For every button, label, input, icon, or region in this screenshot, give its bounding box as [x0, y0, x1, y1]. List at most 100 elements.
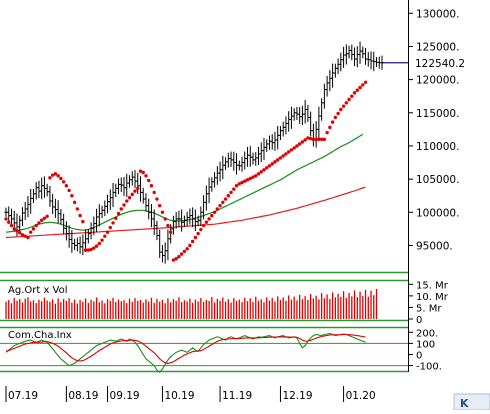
sar-dot	[42, 216, 47, 220]
sar-dot	[218, 203, 222, 208]
sar-dot	[295, 144, 299, 148]
sar-dot	[363, 80, 368, 84]
sar-dot	[119, 207, 123, 211]
sar-dot	[215, 207, 220, 211]
sar-dot	[144, 174, 148, 178]
cci-signal-line	[5, 333, 366, 364]
cci-line	[5, 332, 366, 373]
sar-dot	[185, 247, 189, 251]
sar-dot	[168, 230, 173, 234]
axis-layer: 130000. 125000. 120000. 115000. 110000. 10500…	[5, 8, 459, 402]
last-price-label: 122540.2	[415, 58, 465, 70]
sar-dot	[20, 233, 25, 237]
sar-dot	[7, 220, 11, 224]
sar-dot	[92, 246, 96, 250]
sar-dot	[243, 179, 247, 183]
sar-dot	[122, 203, 126, 207]
corner-logo[interactable]: K	[453, 393, 490, 411]
sar-dot	[276, 158, 280, 162]
sar-dot	[37, 221, 41, 225]
sar-dot	[350, 94, 354, 98]
sar-dot	[15, 229, 19, 233]
sar-dot	[149, 184, 154, 188]
price-y-tick-label: 100000.	[416, 207, 459, 219]
cci-y-tick-label: 100	[416, 339, 435, 350]
sar-dot	[163, 217, 167, 221]
sar-dot	[97, 241, 102, 246]
sar-dot	[190, 239, 195, 244]
price-y-tick-label: 125000.	[416, 41, 459, 53]
sar-dot	[339, 107, 343, 112]
sar-dot	[292, 146, 296, 150]
sar-dot	[325, 130, 329, 135]
sar-dot	[232, 187, 236, 191]
sar-dot	[267, 164, 272, 168]
sar-dot	[75, 207, 80, 211]
sar-dot	[179, 252, 184, 256]
price-y-tick-label: 115000.	[416, 108, 459, 120]
sar-dot	[133, 189, 137, 193]
sar-dot	[254, 174, 258, 178]
x-tick-label: 01.20	[346, 390, 376, 402]
sar-dot	[18, 231, 22, 235]
sar-dot	[26, 235, 30, 240]
sar-dot	[125, 199, 129, 203]
sar-dot	[111, 221, 115, 225]
sar-dot	[157, 203, 162, 208]
sar-dot	[141, 170, 145, 175]
cci-panel-title: Com.Cha.Inx	[8, 330, 72, 341]
sar-dot	[240, 180, 244, 185]
sar-dot	[237, 182, 241, 186]
sar-dot	[89, 247, 93, 252]
sar-dot	[45, 214, 49, 218]
sar-dot	[39, 218, 44, 222]
ohlc-bar	[380, 55, 384, 70]
sar-dot	[322, 137, 327, 142]
sar-dot	[355, 88, 359, 92]
sar-dot	[265, 166, 269, 170]
sar-dot	[114, 216, 118, 220]
corner-logo-text: K	[460, 397, 469, 410]
last-price-tag-bg	[410, 56, 490, 69]
sar-dot	[61, 180, 66, 184]
sar-dot	[212, 210, 217, 214]
price-y-tick-label: 130000.	[416, 8, 459, 20]
sar-dot	[4, 217, 8, 221]
sar-dot	[56, 174, 60, 178]
sar-dot	[314, 137, 318, 142]
sar-dot	[72, 200, 77, 205]
sar-dot	[204, 220, 209, 224]
sar-dot	[81, 219, 85, 224]
sar-dot	[308, 136, 313, 141]
price-layer	[4, 41, 408, 264]
x-tick-label: 11.19	[222, 390, 252, 402]
sar-dot	[53, 172, 58, 176]
sar-dot	[361, 83, 365, 87]
volume-y-tick-label: 5. Mr	[416, 303, 442, 314]
cci-y-tick-label: 200.	[416, 328, 438, 339]
sar-dot	[182, 249, 187, 254]
cci-y-tick-label: -100.	[416, 362, 442, 373]
sar-dot	[210, 213, 214, 218]
x-tick-label: 09.19	[110, 390, 140, 402]
sar-dot	[177, 255, 181, 259]
sar-dot	[67, 188, 71, 193]
sar-dot	[138, 169, 143, 173]
sar-dot	[59, 176, 63, 181]
sar-dot	[352, 91, 357, 95]
sar-dot	[319, 137, 324, 142]
sar-dot	[284, 152, 288, 156]
sar-dot	[358, 85, 362, 90]
sar-dot	[64, 184, 69, 188]
sar-dot	[116, 211, 121, 216]
sar-dot	[34, 223, 38, 228]
sar-dot	[303, 138, 307, 142]
sar-dot	[31, 227, 36, 231]
volume-panel-title: Ag.Ort x Vol	[8, 285, 68, 296]
sar-dot	[328, 125, 332, 130]
sar-dot	[29, 230, 33, 234]
sar-dot	[221, 200, 225, 205]
sar-dot	[166, 223, 170, 228]
